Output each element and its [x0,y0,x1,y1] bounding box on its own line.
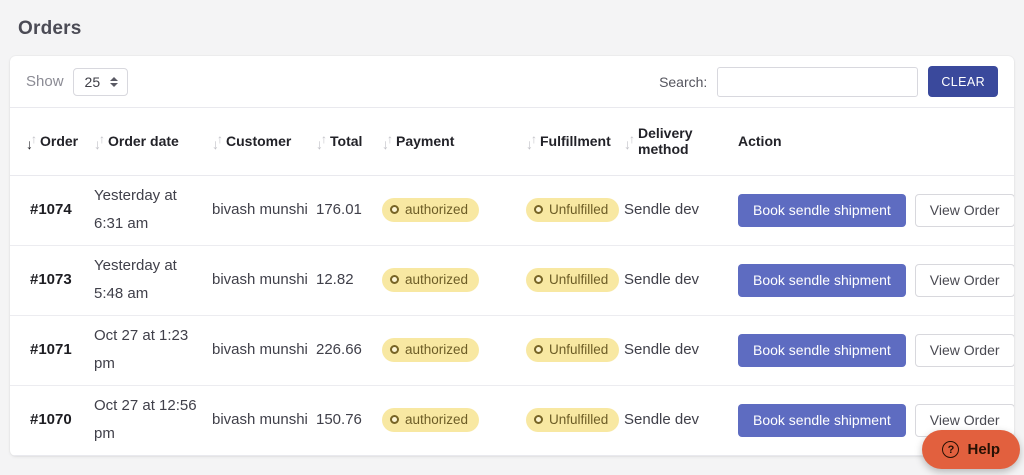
payment-status-label: authorized [405,201,469,217]
order-cell: #1071 [10,315,94,386]
status-ring-icon [534,275,543,285]
payment-status-badge: authorized [382,337,480,362]
view-order-button[interactable]: View Order [914,333,1014,367]
show-label: Show [26,73,64,90]
clear-button[interactable]: CLEAR [928,66,998,97]
fulfillment-status-label: Unfulfilled [549,201,609,217]
column-header-total[interactable]: ↓ ↑ Total [316,108,382,176]
fulfillment-cell: Unfulfilled [526,385,624,456]
status-ring-icon [390,345,399,355]
status-ring-icon [534,415,543,425]
sort-icon: ↓ ↑ [212,132,223,153]
order-date-cell: Oct 27 at 12:56 pm [94,385,212,456]
order-date-cell: Oct 27 at 1:23 pm [94,315,212,386]
sort-icon: ↓ ↑ [382,132,393,153]
customer-cell: bivash munshi [212,245,316,316]
table-header-row: ↓ ↑ Order ↓ ↑ Order date ↓ ↑ Customer ↓ ↑ Total … [10,108,1014,176]
column-header-order-date[interactable]: ↓ ↑ Order date [94,108,212,176]
table-row: #1070 Oct 27 at 12:56 pm bivash munshi 1… [10,385,1014,456]
question-circle-icon: ? [942,441,960,458]
fulfillment-status-badge: Unfulfilled [526,337,620,362]
status-ring-icon [534,345,543,355]
book-sendle-shipment-button[interactable]: Book sendle shipment [738,193,906,227]
payment-status-badge: authorized [382,267,480,292]
help-label: Help [967,441,1000,458]
sort-icon: ↓ ↑ [26,132,37,153]
total-cell: 150.76 [316,385,382,456]
status-ring-icon [390,205,399,215]
page-title: Orders [18,18,82,39]
fulfillment-cell: Unfulfilled [526,315,624,386]
action-cell: Book sendle shipment View Order [738,315,1014,386]
page-size-select[interactable]: 25 [72,67,129,96]
table-row: #1074 Yesterday at 6:31 am bivash munshi… [10,175,1014,246]
view-order-button[interactable]: View Order [914,263,1014,297]
sort-icon: ↓ ↑ [624,132,635,153]
customer-cell: bivash munshi [212,315,316,386]
payment-cell: authorized [382,315,526,386]
view-order-button[interactable]: View Order [914,193,1014,227]
column-header-action: Action [738,108,1014,176]
sort-icon: ↓ ↑ [94,132,105,153]
column-header-payment[interactable]: ↓ ↑ Payment [382,108,526,176]
help-button[interactable]: ? Help [922,430,1020,469]
order-date-cell: Yesterday at 6:31 am [94,175,212,246]
customer-cell: bivash munshi [212,385,316,456]
total-cell: 12.82 [316,245,382,316]
book-sendle-shipment-button[interactable]: Book sendle shipment [738,263,906,297]
page-size-group: Show 25 [26,67,129,96]
payment-status-label: authorized [405,341,469,357]
payment-cell: authorized [382,385,526,456]
sort-icon: ↓ ↑ [316,132,327,153]
column-header-order[interactable]: ↓ ↑ Order [10,108,94,176]
orders-page: Orders Show 25 Search: CLEAR [10,18,1014,456]
action-cell: Book sendle shipment View Order [738,175,1014,246]
payment-cell: authorized [382,245,526,316]
status-ring-icon [390,415,399,425]
table-row: #1071 Oct 27 at 1:23 pm bivash munshi 22… [10,315,1014,386]
search-input[interactable] [717,66,919,97]
fulfillment-status-badge: Unfulfilled [526,267,620,292]
delivery-method-cell: Sendle dev [624,175,738,246]
column-header-fulfillment[interactable]: ↓ ↑ Fulfillment [526,108,624,176]
sort-icon: ↓ ↑ [526,132,537,153]
customer-cell: bivash munshi [212,175,316,246]
fulfillment-status-label: Unfulfilled [549,271,609,287]
fulfillment-status-badge: Unfulfilled [526,197,620,222]
table-controls: Show 25 Search: CLEAR [10,56,1014,108]
delivery-method-cell: Sendle dev [624,315,738,386]
order-cell: #1073 [10,245,94,316]
delivery-method-cell: Sendle dev [624,385,738,456]
fulfillment-cell: Unfulfilled [526,245,624,316]
search-label: Search: [659,73,708,90]
total-cell: 226.66 [316,315,382,386]
order-cell: #1070 [10,385,94,456]
table-row: #1073 Yesterday at 5:48 am bivash munshi… [10,245,1014,316]
column-header-delivery-method[interactable]: ↓ ↑ Delivery method [624,108,738,176]
payment-status-badge: authorized [382,197,480,222]
action-cell: Book sendle shipment View Order [738,245,1014,316]
total-cell: 176.01 [316,175,382,246]
fulfillment-cell: Unfulfilled [526,175,624,246]
orders-table: ↓ ↑ Order ↓ ↑ Order date ↓ ↑ Customer ↓ ↑ Total … [10,108,1014,456]
page-size-value: 25 [84,73,101,90]
book-sendle-shipment-button[interactable]: Book sendle shipment [738,333,906,367]
fulfillment-status-label: Unfulfilled [549,341,609,357]
fulfillment-status-label: Unfulfilled [549,411,609,427]
order-date-cell: Yesterday at 5:48 am [94,245,212,316]
status-ring-icon [534,205,543,215]
payment-status-badge: authorized [382,407,480,432]
search-group: Search: CLEAR [659,66,998,97]
book-sendle-shipment-button[interactable]: Book sendle shipment [738,403,906,437]
payment-status-label: authorized [405,411,469,427]
delivery-method-cell: Sendle dev [624,245,738,316]
select-updown-icon [110,76,119,87]
payment-status-label: authorized [405,271,469,287]
column-header-customer[interactable]: ↓ ↑ Customer [212,108,316,176]
payment-cell: authorized [382,175,526,246]
status-ring-icon [390,275,399,285]
order-cell: #1074 [10,175,94,246]
fulfillment-status-badge: Unfulfilled [526,407,620,432]
orders-card: Show 25 Search: CLEAR ↓ ↑ Order [10,56,1014,456]
